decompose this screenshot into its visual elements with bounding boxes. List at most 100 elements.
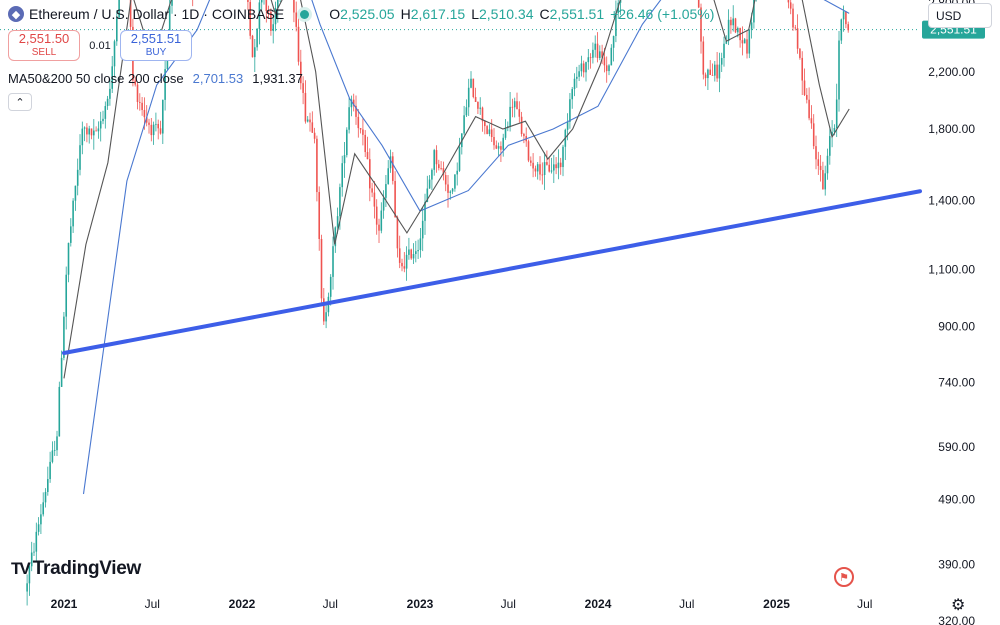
candle-body [456,170,459,175]
economic-event-flag-icon[interactable]: ⚑ [834,567,854,587]
candle-body [159,128,162,134]
candle-body [493,137,495,146]
candle-body [417,249,419,252]
candle-body [113,41,116,67]
candle-body [502,137,505,150]
candle-body [155,123,157,125]
candle-body [134,80,137,85]
candle-body [302,83,304,93]
ethereum-icon[interactable]: ◆ [8,6,24,22]
candle-body [847,24,850,31]
chevron-up-icon: ⌃ [15,96,25,109]
time-tick-label: 2023 [407,597,434,611]
candle-body [426,188,429,203]
candle-body [610,47,613,66]
price-axis[interactable]: 9,000.007,000.005,800.004,600.003,600.00… [928,0,975,625]
high-value: 2,617.15 [410,6,466,22]
candle-body [116,17,118,42]
candle-body [293,0,295,13]
indicator-name[interactable]: MA50&200 50 close 200 close [8,71,184,86]
ma200-value: 1,931.37 [252,71,303,86]
candle-body [520,116,523,134]
candle-body [150,124,153,136]
price-tick-label: 320.00 [938,614,975,625]
time-axis[interactable]: 2021 Jul 2022 Jul 2023 Jul 2024 Jul 2025 Jul [51,597,873,611]
candle-body [385,184,387,198]
open-label: O [329,6,341,22]
currency-selector[interactable]: USD [928,3,992,28]
candle-body [743,39,746,44]
candle-body [842,11,845,20]
candle-body [486,126,488,134]
candle-body [817,159,820,166]
candle-body [536,164,539,172]
candle-body [40,514,42,525]
candle-body [67,242,70,275]
spread-value: 0.01 [89,39,111,52]
candle-body [265,0,268,12]
tradingview-logo[interactable]: TV TradingView [11,558,141,580]
candle-body [346,129,348,156]
close-value: 2,551.51 [549,6,605,22]
candle-body [111,66,114,89]
candle-body [316,138,318,193]
candle-body [509,106,511,127]
candle-body [136,84,139,102]
candle-body [449,191,452,193]
candle-body [737,27,739,33]
moving-averages-layer [63,0,850,495]
time-tick-label: 2022 [229,597,256,611]
candle-body [375,206,378,225]
candle-body [380,210,383,231]
candle-body [562,146,564,168]
candle-body [603,57,606,66]
candle-body [47,479,49,492]
candle-body [548,164,551,172]
candle-body [323,298,325,322]
candle-body [355,105,357,117]
low-label: L [471,6,479,22]
sell-button[interactable]: 2,551.50 SELL [8,30,80,61]
market-status-icon[interactable] [300,9,310,19]
candle-body [392,156,394,181]
candle-body [787,0,790,3]
candle-body [104,106,107,119]
candle-body [51,450,54,462]
candle-body [401,262,403,267]
candle-body [396,217,399,249]
candle-body [44,491,47,503]
symbol-title[interactable]: Ethereum / U.S. Dollar · 1D · COINBASE [29,6,285,22]
candle-body [819,165,822,171]
candle-body [716,64,718,79]
candle-body [329,276,332,297]
candle-body [578,71,580,77]
candle-body [711,74,714,76]
candle-body [720,58,723,65]
candle-body [343,155,346,164]
buy-button[interactable]: 2,551.51 BUY [120,30,192,61]
candle-body [435,150,438,165]
candle-body [812,123,815,147]
indicator-legend[interactable]: MA50&200 50 close 200 close 2,701.53 1,9… [8,71,303,86]
support-trendline [62,189,922,356]
candle-body [725,41,728,44]
low-value: 2,510.34 [479,6,534,22]
candle-body [79,145,81,170]
candle-body [274,7,277,25]
time-tick-label: 2021 [51,597,78,611]
legend-title-row: ◆ Ethereum / U.S. Dollar · 1D · COINBASE… [8,6,714,22]
candle-body [796,28,799,49]
candle-body [171,0,173,6]
settings-gear-icon[interactable]: ⚙ [951,597,966,614]
candle-body [145,117,148,123]
candle-body [272,24,275,31]
candle-body [718,64,721,79]
collapse-legend-button[interactable]: ⌃ [8,93,32,111]
candle-body [83,127,86,129]
change-value: +26.46 (+1.05%) [610,6,715,22]
sell-label: SELL [31,47,57,59]
candle-body [249,1,252,36]
candle-body [35,531,38,552]
candle-body [438,164,440,169]
